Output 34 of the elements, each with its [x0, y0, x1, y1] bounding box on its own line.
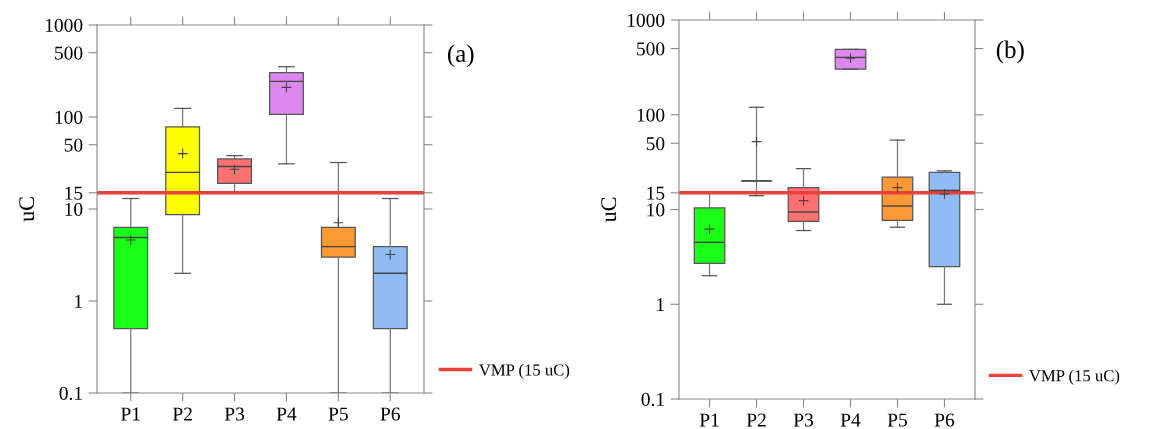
y-tick-label: 50: [646, 137, 665, 151]
y-tick-label: 1000: [627, 13, 665, 27]
x-tick-label: P3: [793, 413, 814, 427]
y-tick-label: 100: [55, 110, 83, 124]
x-tick-label: P4: [840, 413, 861, 427]
x-tick-label: P6: [380, 407, 400, 421]
y-axis-title: uC: [19, 197, 35, 222]
text: (b): [996, 40, 1024, 64]
y-tick-label: 100: [637, 108, 665, 122]
y-tick-label: 1: [75, 294, 82, 308]
x-tick-label: P6: [934, 413, 955, 427]
text: (a): [447, 44, 474, 68]
x-tick-label: P3: [224, 407, 245, 421]
y-tick-label: 500: [637, 42, 665, 56]
x-tick-label: P4: [276, 407, 297, 421]
x-tick-label: P2: [746, 413, 766, 427]
y-tick-label: 0.1: [641, 392, 664, 407]
y-tick-label: 50: [64, 138, 83, 152]
y-tick-label: 500: [55, 46, 83, 60]
y-tick-label: 10: [65, 202, 83, 216]
x-tick-label: P1: [699, 413, 719, 427]
y-axis-title: uC: [601, 197, 617, 223]
x-tick-label: P5: [887, 413, 907, 427]
legend-label: VMP (15 uC): [1029, 369, 1120, 385]
y-tick-label: 1000: [45, 18, 83, 32]
x-tick-label: P5: [328, 407, 348, 421]
y-tick-label: 15: [647, 186, 665, 200]
y-tick-label: 15: [65, 186, 83, 200]
x-tick-label: P1: [121, 407, 140, 421]
x-tick-label: P2: [172, 407, 192, 421]
legend-label: VMP (15 uC): [479, 363, 570, 379]
y-tick-label: 0.1: [59, 386, 82, 401]
y-tick-label: 10: [647, 203, 665, 217]
y-tick-label: 1: [657, 298, 664, 311]
